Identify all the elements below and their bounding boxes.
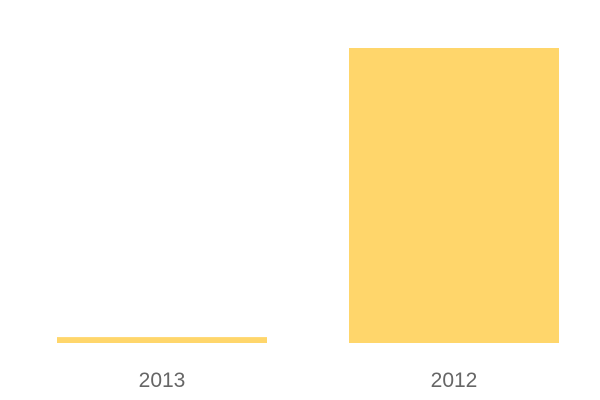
bar-2013	[57, 337, 267, 343]
bar-2012	[349, 48, 559, 343]
x-tick-label: 2012	[431, 369, 478, 392]
x-tick-label: 2013	[139, 369, 186, 392]
